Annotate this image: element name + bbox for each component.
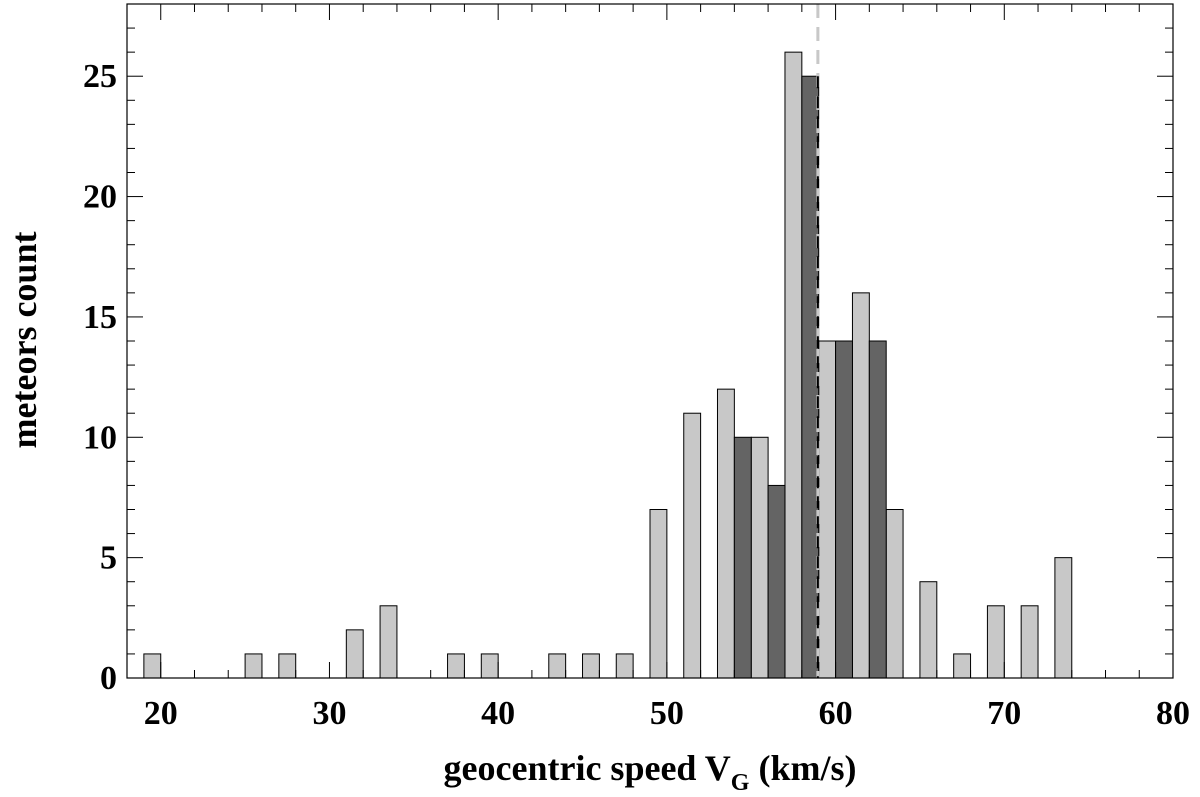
bar-light (615, 653, 634, 679)
x-tick-label: 20 (144, 695, 178, 732)
bar-light (818, 340, 837, 679)
axis-ticks (127, 3, 1174, 679)
bar-light (716, 388, 735, 679)
y-tick-label: 10 (83, 419, 117, 456)
y-tick-label: 25 (83, 58, 117, 95)
bar-light (1054, 557, 1073, 679)
bar-light (784, 51, 803, 679)
bar-light (885, 509, 904, 679)
x-axis-title-subscript: G (731, 770, 750, 796)
bar-light (953, 653, 972, 679)
x-axis-title: geocentric speed VG (km/s) (444, 748, 857, 796)
bars-dark-series (733, 75, 887, 679)
y-tick-label: 20 (83, 179, 117, 216)
x-tick-label: 50 (650, 695, 684, 732)
bar-light (851, 292, 870, 679)
y-tick-label: 0 (100, 660, 117, 697)
x-tick-label: 60 (819, 695, 853, 732)
bar-light (447, 653, 465, 679)
bar-dark (767, 484, 786, 679)
x-axis-title-main: geocentric speed V (444, 748, 731, 788)
bar-dark (801, 75, 820, 679)
bar-light (244, 653, 263, 679)
x-axis-title-unit: (km/s) (749, 748, 856, 788)
x-tick-label: 30 (312, 695, 346, 732)
x-tick-labels: 20 30 40 50 60 70 80 (144, 695, 1190, 732)
bars-light-series (143, 51, 1073, 679)
bar-dark (835, 340, 853, 679)
bar-dark (868, 340, 887, 679)
bar-dark (733, 436, 752, 679)
bar-light (143, 653, 162, 679)
bar-light (548, 653, 567, 679)
bar-light (345, 629, 364, 679)
y-tick-label: 5 (100, 540, 117, 577)
bar-light (379, 605, 398, 679)
bar-light (683, 412, 702, 679)
plot-frame (126, 3, 1174, 679)
y-axis-title: meteors count (4, 232, 44, 449)
bar-light (1020, 605, 1039, 679)
bar-light (582, 653, 600, 679)
bar-light (986, 605, 1005, 679)
bar-light (750, 436, 769, 679)
x-tick-label: 80 (1156, 695, 1190, 732)
y-tick-labels: 0 5 10 15 20 25 (83, 58, 117, 697)
bar-light (278, 653, 297, 679)
x-tick-label: 70 (987, 695, 1021, 732)
bar-light (649, 509, 668, 679)
x-tick-label: 40 (481, 695, 515, 732)
bar-light (919, 581, 938, 679)
y-tick-label: 15 (83, 299, 117, 336)
bar-light (480, 653, 499, 679)
